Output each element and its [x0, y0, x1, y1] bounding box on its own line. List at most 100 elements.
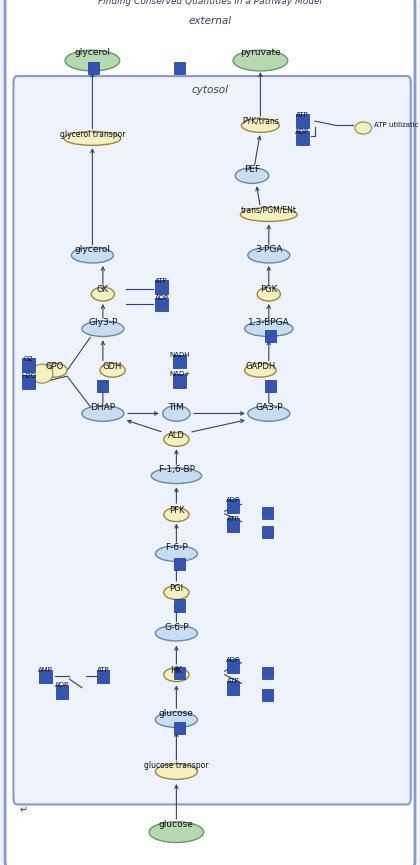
Text: DHAP: DHAP — [90, 403, 116, 412]
Ellipse shape — [31, 364, 53, 383]
FancyBboxPatch shape — [262, 689, 273, 701]
Ellipse shape — [92, 287, 114, 301]
Ellipse shape — [149, 822, 204, 843]
Ellipse shape — [163, 406, 190, 421]
FancyBboxPatch shape — [155, 298, 168, 311]
Text: ATP: ATP — [155, 278, 168, 284]
FancyBboxPatch shape — [88, 62, 99, 74]
Ellipse shape — [355, 122, 372, 134]
FancyBboxPatch shape — [227, 518, 239, 532]
Text: Gly3-P: Gly3-P — [88, 318, 118, 327]
FancyBboxPatch shape — [174, 722, 185, 734]
FancyBboxPatch shape — [174, 62, 185, 74]
Text: ↵: ↵ — [19, 805, 27, 816]
Ellipse shape — [155, 546, 197, 561]
Text: glucose: glucose — [159, 709, 194, 718]
Text: glycerol: glycerol — [74, 48, 110, 57]
Ellipse shape — [257, 287, 281, 301]
Ellipse shape — [155, 712, 197, 727]
FancyBboxPatch shape — [39, 670, 52, 683]
Text: trans/PGM/ENt: trans/PGM/ENt — [241, 206, 297, 215]
FancyBboxPatch shape — [173, 374, 186, 388]
Ellipse shape — [82, 406, 124, 421]
FancyBboxPatch shape — [227, 681, 239, 695]
Text: GK: GK — [97, 285, 109, 294]
FancyBboxPatch shape — [174, 558, 185, 570]
FancyBboxPatch shape — [227, 499, 239, 513]
Ellipse shape — [164, 432, 189, 446]
Ellipse shape — [248, 247, 290, 263]
Text: PEF: PEF — [244, 165, 260, 174]
Text: external: external — [189, 16, 231, 26]
Ellipse shape — [241, 208, 297, 221]
Text: NAD+: NAD+ — [169, 371, 190, 377]
Text: PFK: PFK — [169, 506, 184, 515]
Text: ATP: ATP — [97, 667, 109, 673]
Text: ADP: ADP — [295, 129, 310, 135]
FancyBboxPatch shape — [174, 599, 185, 612]
FancyBboxPatch shape — [262, 507, 273, 519]
Text: PGI: PGI — [169, 584, 184, 593]
Text: ADP: ADP — [226, 497, 240, 503]
Text: PGK: PGK — [260, 285, 277, 294]
Text: GPO: GPO — [45, 362, 64, 370]
Ellipse shape — [71, 247, 113, 263]
Ellipse shape — [82, 321, 124, 336]
FancyBboxPatch shape — [56, 685, 68, 699]
Text: AMP: AMP — [38, 667, 53, 673]
FancyBboxPatch shape — [155, 280, 168, 294]
FancyBboxPatch shape — [262, 667, 273, 679]
Text: ADP: ADP — [226, 657, 240, 663]
Ellipse shape — [164, 668, 189, 682]
FancyBboxPatch shape — [97, 670, 109, 683]
Text: G-6-P: G-6-P — [164, 623, 189, 631]
FancyBboxPatch shape — [22, 375, 35, 389]
Text: glucose transpor: glucose transpor — [144, 761, 209, 770]
Text: ALD: ALD — [168, 431, 185, 439]
Text: GA3-P: GA3-P — [255, 403, 283, 412]
FancyBboxPatch shape — [265, 380, 276, 392]
Ellipse shape — [64, 131, 121, 145]
Ellipse shape — [155, 625, 197, 641]
Ellipse shape — [233, 50, 288, 71]
Text: Finding Conserved Quantities in a Pathway Model: Finding Conserved Quantities in a Pathwa… — [98, 0, 322, 6]
FancyBboxPatch shape — [22, 358, 35, 372]
Text: F-6-P: F-6-P — [165, 543, 188, 552]
Text: GAPDH: GAPDH — [245, 362, 276, 370]
Text: H2O: H2O — [21, 373, 36, 379]
Ellipse shape — [151, 468, 202, 484]
FancyBboxPatch shape — [13, 76, 411, 804]
Text: ATP utilizatic: ATP utilizatic — [374, 122, 418, 127]
Text: O2: O2 — [24, 356, 34, 362]
Text: NADH: NADH — [170, 352, 190, 358]
Ellipse shape — [155, 764, 197, 779]
FancyBboxPatch shape — [262, 526, 273, 538]
FancyBboxPatch shape — [5, 0, 415, 865]
Ellipse shape — [42, 363, 67, 377]
Text: cytosol: cytosol — [192, 85, 228, 95]
Text: HK: HK — [171, 666, 182, 675]
Text: glycerol transpor: glycerol transpor — [60, 130, 125, 138]
Text: ADP: ADP — [55, 682, 69, 689]
Ellipse shape — [100, 363, 125, 377]
Text: GDH: GDH — [103, 362, 122, 370]
Text: pyruvate: pyruvate — [240, 48, 281, 57]
Text: 3-PGA: 3-PGA — [255, 245, 283, 253]
Text: glycerol: glycerol — [74, 245, 110, 253]
FancyBboxPatch shape — [227, 659, 239, 673]
Ellipse shape — [164, 508, 189, 522]
Text: F-1,6-BP: F-1,6-BP — [158, 465, 195, 474]
Text: TIM: TIM — [168, 403, 184, 412]
Text: ADP: ADP — [155, 295, 169, 301]
FancyBboxPatch shape — [296, 131, 309, 145]
Ellipse shape — [244, 321, 293, 336]
Ellipse shape — [241, 119, 279, 132]
Text: 1,3-BPGA: 1,3-BPGA — [248, 318, 290, 327]
Ellipse shape — [235, 168, 269, 183]
Text: glucose: glucose — [159, 820, 194, 829]
Text: ATP: ATP — [296, 112, 309, 118]
Ellipse shape — [244, 363, 276, 377]
Text: PYK/trans: PYK/trans — [242, 117, 279, 125]
FancyBboxPatch shape — [265, 330, 276, 342]
FancyBboxPatch shape — [173, 355, 186, 368]
